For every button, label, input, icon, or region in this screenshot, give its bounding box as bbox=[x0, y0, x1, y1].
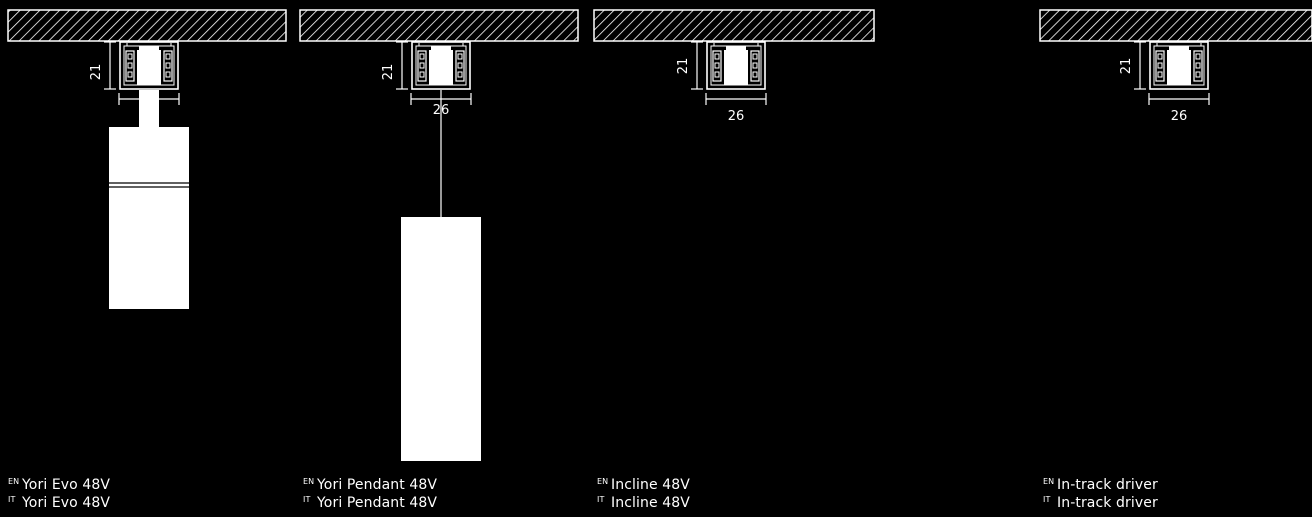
lang-tag-it: IT bbox=[303, 495, 311, 504]
product-name-en: In-track driver bbox=[1057, 477, 1158, 493]
product-name-it: Incline 48V bbox=[611, 495, 690, 511]
lang-tag-it: IT bbox=[8, 495, 16, 504]
product-name-en: Incline 48V bbox=[611, 477, 690, 493]
label-en: EN In-track driver bbox=[1043, 477, 1158, 495]
product-name-en: Yori Pendant 48V bbox=[317, 477, 438, 493]
incline-label: EN Incline 48V IT Incline 48V bbox=[597, 477, 690, 513]
label-en: EN Yori Evo 48V bbox=[8, 477, 110, 495]
ceiling-hatch bbox=[7, 9, 287, 42]
track-profile bbox=[1149, 41, 1209, 90]
label-it: IT Incline 48V bbox=[597, 495, 690, 513]
in-track-driver-drawing: 21 26 bbox=[1039, 9, 1312, 124]
dim-height-label: 21 bbox=[89, 64, 104, 81]
dim-height-label: 21 bbox=[676, 58, 691, 75]
dim-height-label: 21 bbox=[1119, 58, 1134, 75]
lang-tag-it: IT bbox=[597, 495, 605, 504]
product-name-it: Yori Pendant 48V bbox=[317, 495, 438, 511]
in-track-driver-label: EN In-track driver IT In-track driver bbox=[1043, 477, 1158, 513]
ceiling-hatch bbox=[1039, 9, 1312, 42]
product-name-it: In-track driver bbox=[1057, 495, 1158, 511]
dim-width-label: 26 bbox=[728, 109, 745, 124]
product-name-it: Yori Evo 48V bbox=[22, 495, 111, 511]
product-name-en: Yori Evo 48V bbox=[22, 477, 111, 493]
label-it: IT Yori Evo 48V bbox=[8, 495, 110, 513]
track-profile bbox=[119, 41, 179, 90]
label-it: IT Yori Pendant 48V bbox=[303, 495, 437, 513]
fixture-body bbox=[401, 217, 481, 461]
track-profile bbox=[411, 41, 471, 90]
label-en: EN Yori Pendant 48V bbox=[303, 477, 437, 495]
lang-tag-en: EN bbox=[303, 477, 315, 486]
track-profile bbox=[706, 41, 766, 90]
stem bbox=[139, 90, 159, 130]
incline-drawing: 21 26 bbox=[593, 9, 875, 124]
yori-pendant-drawing: 21 26 bbox=[299, 9, 579, 461]
label-en: EN Incline 48V bbox=[597, 477, 690, 495]
lang-tag-en: EN bbox=[597, 477, 609, 486]
lang-tag-it: IT bbox=[1043, 495, 1051, 504]
label-it: IT In-track driver bbox=[1043, 495, 1158, 513]
ceiling-hatch bbox=[593, 9, 875, 42]
yori-pendant-label: EN Yori Pendant 48V IT Yori Pendant 48V bbox=[303, 477, 437, 513]
lang-tag-en: EN bbox=[8, 477, 20, 486]
ceiling-hatch bbox=[299, 9, 579, 42]
dim-width-label: 26 bbox=[1171, 109, 1188, 124]
fixture-body bbox=[109, 127, 189, 309]
yori-evo-label: EN Yori Evo 48V IT Yori Evo 48V bbox=[8, 477, 110, 513]
dim-height-label: 21 bbox=[381, 64, 396, 81]
lang-tag-en: EN bbox=[1043, 477, 1055, 486]
yori-evo-drawing: 21 26 bbox=[7, 9, 287, 309]
